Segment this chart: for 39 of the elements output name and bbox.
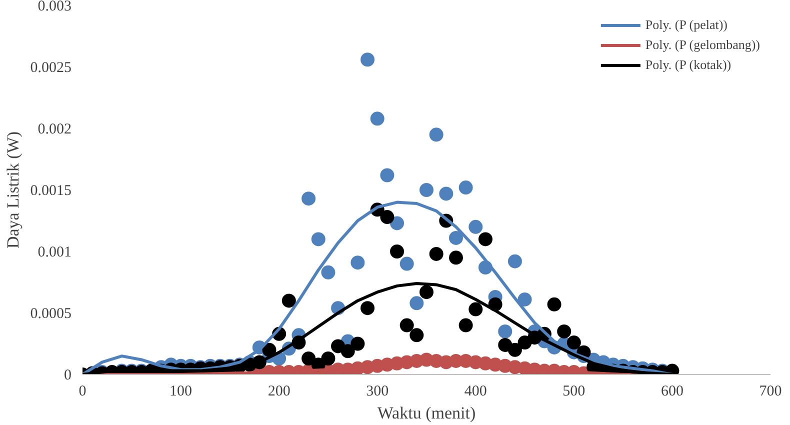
y-tick-label: 0.0025 xyxy=(30,60,72,76)
x-tick-label: 600 xyxy=(660,384,684,400)
point xyxy=(360,52,375,67)
legend-label: Poly. (P (pelat)) xyxy=(645,17,728,33)
x-tick-label: 300 xyxy=(366,384,389,400)
y-tick-label: 0.0015 xyxy=(30,183,72,199)
y-tick-label: 0.0005 xyxy=(30,306,72,322)
point xyxy=(429,128,444,142)
point xyxy=(468,220,483,234)
legend-label: Poly. (P (gelombang)) xyxy=(645,37,760,53)
point xyxy=(439,186,454,201)
x-tick-label: 100 xyxy=(170,384,192,400)
y-tick-label: 0 xyxy=(64,368,72,384)
point xyxy=(458,180,473,195)
point xyxy=(370,112,384,126)
point xyxy=(380,168,394,182)
point xyxy=(498,324,512,338)
point xyxy=(420,183,434,197)
x-tick-label: 0 xyxy=(78,384,86,400)
point xyxy=(410,296,424,310)
point xyxy=(508,254,522,268)
x-tick-label: 400 xyxy=(464,384,487,400)
x-tick-label: 200 xyxy=(268,384,290,400)
point xyxy=(302,192,316,206)
point xyxy=(311,232,326,246)
x-axis-title: Waktu (menit) xyxy=(377,404,476,422)
legend-label: Poly. (P (kotak)) xyxy=(645,57,732,73)
point xyxy=(518,292,532,306)
y-tick-label: 0.003 xyxy=(38,0,72,14)
point xyxy=(390,216,404,230)
y-tick-label: 0.002 xyxy=(38,122,72,138)
point xyxy=(400,256,414,271)
x-tick-label: 500 xyxy=(562,384,586,400)
point xyxy=(448,230,463,245)
x-tick-label: 700 xyxy=(759,384,782,400)
y-tick-label: 0.001 xyxy=(38,244,72,260)
point xyxy=(321,265,336,280)
y-axis-title: Daya Listrik (W) xyxy=(3,131,22,249)
point xyxy=(350,256,365,270)
